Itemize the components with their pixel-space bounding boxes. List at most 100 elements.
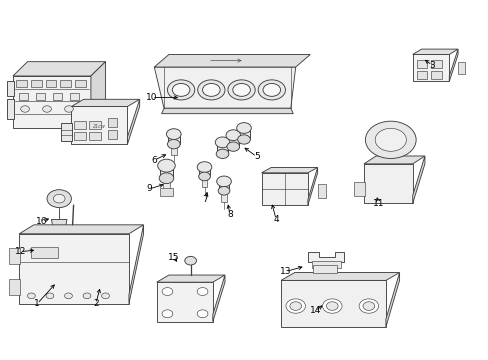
Circle shape — [197, 288, 207, 296]
Text: 5: 5 — [253, 152, 259, 161]
Circle shape — [236, 123, 251, 134]
Polygon shape — [199, 167, 209, 176]
Circle shape — [197, 310, 207, 318]
Polygon shape — [167, 134, 179, 144]
Circle shape — [159, 173, 173, 184]
Polygon shape — [281, 280, 385, 327]
Polygon shape — [261, 167, 317, 173]
Bar — [6, 81, 14, 96]
Polygon shape — [19, 234, 129, 304]
Circle shape — [42, 106, 51, 112]
Circle shape — [102, 293, 109, 299]
Bar — [61, 123, 72, 140]
Circle shape — [162, 288, 172, 296]
Circle shape — [27, 293, 35, 299]
Circle shape — [197, 80, 224, 100]
Text: 14: 14 — [309, 306, 320, 315]
Polygon shape — [127, 99, 140, 144]
Polygon shape — [218, 181, 229, 191]
Polygon shape — [412, 156, 424, 203]
Bar — [74, 121, 85, 129]
Polygon shape — [154, 67, 295, 108]
Polygon shape — [19, 225, 143, 234]
Bar — [89, 132, 101, 140]
Bar — [75, 80, 85, 87]
Polygon shape — [13, 62, 105, 76]
Bar — [36, 93, 45, 100]
Polygon shape — [412, 49, 457, 54]
Polygon shape — [281, 273, 399, 280]
Bar — [91, 114, 95, 125]
Polygon shape — [385, 273, 399, 327]
Bar — [6, 99, 14, 119]
Bar — [19, 93, 28, 100]
Bar — [53, 93, 62, 100]
Polygon shape — [159, 166, 173, 178]
Text: 21cw: 21cw — [93, 125, 106, 130]
Bar — [170, 144, 176, 155]
Bar — [312, 265, 336, 273]
Circle shape — [167, 80, 194, 100]
Text: 13: 13 — [280, 267, 291, 276]
Text: 1: 1 — [34, 299, 40, 308]
Polygon shape — [154, 54, 310, 67]
Circle shape — [374, 129, 406, 151]
Circle shape — [232, 84, 250, 96]
Circle shape — [285, 299, 305, 313]
Bar — [9, 279, 20, 295]
Text: 7: 7 — [202, 195, 208, 204]
Text: 3: 3 — [428, 61, 434, 70]
Bar — [430, 71, 441, 78]
Circle shape — [216, 176, 231, 187]
Circle shape — [162, 310, 172, 318]
Circle shape — [197, 162, 211, 172]
Text: 12: 12 — [15, 247, 26, 256]
Circle shape — [64, 293, 72, 299]
Circle shape — [225, 130, 240, 140]
Bar — [9, 248, 20, 264]
Polygon shape — [71, 107, 127, 144]
Circle shape — [358, 299, 378, 313]
Polygon shape — [13, 76, 91, 128]
Circle shape — [226, 142, 239, 151]
Circle shape — [326, 302, 337, 310]
Polygon shape — [261, 173, 307, 205]
Bar — [74, 132, 85, 140]
Circle shape — [362, 302, 374, 310]
Text: 6: 6 — [151, 156, 157, 165]
Text: 10: 10 — [146, 93, 157, 102]
Bar — [91, 99, 95, 110]
Circle shape — [227, 80, 255, 100]
Circle shape — [263, 84, 280, 96]
Circle shape — [47, 190, 71, 208]
Circle shape — [289, 302, 301, 310]
Polygon shape — [307, 167, 317, 205]
Bar — [201, 176, 207, 187]
Polygon shape — [363, 156, 424, 164]
Circle shape — [202, 84, 220, 96]
Polygon shape — [129, 225, 143, 304]
Circle shape — [167, 139, 180, 149]
Bar — [16, 80, 27, 87]
Polygon shape — [227, 135, 239, 147]
Polygon shape — [71, 99, 140, 107]
Bar — [311, 261, 340, 268]
Circle shape — [215, 137, 229, 148]
Circle shape — [365, 121, 415, 158]
Bar — [108, 118, 117, 127]
Polygon shape — [307, 252, 344, 262]
Bar — [430, 60, 441, 68]
Bar — [45, 80, 56, 87]
Bar — [221, 191, 226, 202]
Circle shape — [20, 106, 29, 112]
Bar — [416, 71, 427, 78]
Bar — [108, 130, 117, 139]
Text: 9: 9 — [146, 184, 152, 193]
Circle shape — [218, 186, 229, 195]
Text: 4: 4 — [273, 215, 279, 224]
Text: 8: 8 — [226, 210, 232, 219]
Circle shape — [237, 135, 250, 144]
Polygon shape — [161, 108, 293, 114]
Text: 11: 11 — [372, 199, 384, 208]
Bar — [60, 80, 71, 87]
